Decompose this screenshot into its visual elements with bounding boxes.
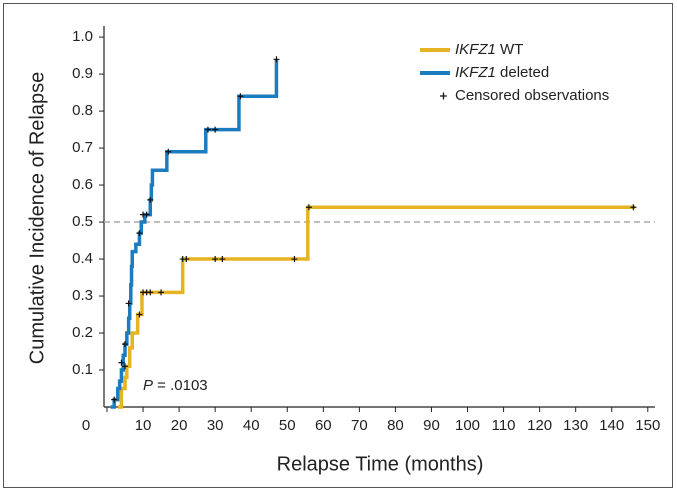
y-tick-label: 0.3 bbox=[72, 287, 93, 304]
censored-marker bbox=[630, 204, 637, 211]
step-line bbox=[117, 205, 636, 409]
censored-marker bbox=[111, 396, 118, 403]
censored-marker bbox=[158, 289, 165, 296]
censored-marker bbox=[165, 148, 172, 155]
censored-marker bbox=[183, 256, 190, 263]
censored-marker bbox=[136, 311, 143, 318]
x-tick-label: 50 bbox=[279, 417, 296, 434]
censored-marker bbox=[273, 56, 280, 63]
legend-label: IKFZ1 deleted bbox=[455, 64, 549, 81]
x-tick-label: 60 bbox=[315, 417, 332, 434]
x-tick-label: 120 bbox=[527, 417, 552, 434]
censored-marker bbox=[291, 256, 298, 263]
y-axis-label: Cumulative Incidence of Relapse bbox=[26, 72, 48, 364]
x-tick-label: 80 bbox=[387, 417, 404, 434]
censored-marker bbox=[118, 359, 125, 366]
censored-marker bbox=[147, 289, 154, 296]
censored-marker bbox=[122, 341, 129, 348]
censored-marker bbox=[125, 300, 132, 307]
x-tick-label: 40 bbox=[243, 417, 260, 434]
x-tick-label: 150 bbox=[635, 417, 660, 434]
x-tick-label: 20 bbox=[171, 417, 188, 434]
y-tick-label: 0.4 bbox=[72, 250, 93, 267]
censored-marker bbox=[212, 126, 219, 133]
x-tick-label: 130 bbox=[563, 417, 588, 434]
x-tick-label: 110 bbox=[492, 417, 516, 434]
x-tick-label: 100 bbox=[455, 417, 480, 434]
censored-marker bbox=[237, 93, 244, 100]
y-tick-label: 0.7 bbox=[72, 139, 93, 156]
y-tick-label: 0.1 bbox=[72, 361, 93, 378]
censored-marker bbox=[122, 363, 129, 370]
censored-marker bbox=[204, 126, 211, 133]
censored-marker bbox=[147, 196, 154, 203]
x-tick-label: 70 bbox=[351, 417, 368, 434]
censored-marker bbox=[136, 230, 143, 237]
legend-label: IKFZ1 WT bbox=[455, 41, 523, 58]
x-tick-label: 90 bbox=[423, 417, 440, 434]
y-tick-label: 0.5 bbox=[72, 213, 93, 230]
censored-marker bbox=[212, 256, 219, 263]
y-tick-label: 0.2 bbox=[72, 324, 93, 341]
censored-marker bbox=[219, 256, 226, 263]
y-tick-label: 0.6 bbox=[72, 176, 93, 193]
y-tick-label: 1.0 bbox=[72, 28, 93, 45]
x-tick-label: 0 bbox=[82, 417, 90, 434]
x-axis-label: Relapse Time (months) bbox=[277, 453, 484, 475]
p-value-annotation: P = .0103 bbox=[143, 377, 208, 394]
censored-marker bbox=[305, 204, 312, 211]
x-tick-label: 30 bbox=[207, 417, 224, 434]
frame bbox=[3, 3, 673, 488]
x-tick-label: 140 bbox=[599, 417, 624, 434]
x-tick-label: 10 bbox=[135, 417, 152, 434]
y-tick-label: 0.9 bbox=[72, 65, 93, 82]
y-tick-label: 0.8 bbox=[72, 102, 93, 119]
step-line bbox=[110, 59, 279, 409]
censored-marker bbox=[143, 211, 150, 218]
legend-label: Censored observations bbox=[455, 87, 609, 104]
legend-marker bbox=[440, 92, 447, 100]
